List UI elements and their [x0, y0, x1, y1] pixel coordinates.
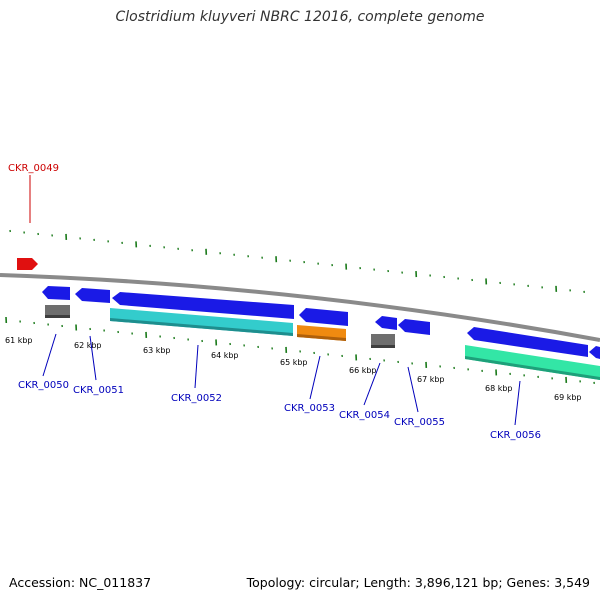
- feature-pseudo-0054[interactable]: [371, 334, 395, 348]
- minus-strand-ticks: [5, 316, 595, 384]
- leader-0054: [363, 362, 381, 406]
- leader-0051: [89, 335, 97, 381]
- genome-summary: Topology: circular; Length: 3,896,121 bp…: [246, 575, 590, 590]
- scale-label-61: 61 kbp: [5, 336, 33, 345]
- gene-label-0049[interactable]: CKR_0049: [8, 163, 59, 174]
- feature-pseudo-0050[interactable]: [45, 305, 70, 318]
- feature-minus-0055[interactable]: [398, 319, 430, 335]
- scale-label-67: 67 kbp: [417, 375, 445, 384]
- gene-label-0055[interactable]: CKR_0055: [394, 417, 445, 428]
- leader-0052: [194, 344, 199, 389]
- scale-label-62: 62 kbp: [74, 341, 102, 350]
- scale-label-64: 64 kbp: [211, 351, 239, 360]
- feature-rna-0052[interactable]: [110, 308, 293, 336]
- feature-minus-0053a[interactable]: [299, 308, 348, 326]
- leader-0056: [514, 380, 521, 426]
- feature-minus-0056a[interactable]: [467, 327, 588, 357]
- gene-label-0053[interactable]: CKR_0053: [284, 403, 335, 414]
- plus-strand-ticks: [9, 229, 585, 293]
- map-title: Clostridium kluyveri NBRC 12016, complet…: [115, 9, 485, 25]
- gene-label-0054[interactable]: CKR_0054: [339, 410, 390, 421]
- feature-minus-0050[interactable]: [42, 286, 70, 300]
- feature-plus-0049[interactable]: [17, 258, 38, 270]
- scale-label-66: 66 kbp: [349, 366, 377, 375]
- gene-label-0056[interactable]: CKR_0056: [490, 430, 541, 441]
- feature-minus-0054a[interactable]: [375, 316, 397, 330]
- gene-label-0051[interactable]: CKR_0051: [73, 385, 124, 396]
- feature-minus-0056b[interactable]: [589, 346, 600, 359]
- gene-label-0052[interactable]: CKR_0052: [171, 393, 222, 404]
- accession-text: Accession: NC_011837: [9, 575, 152, 590]
- scale-label-63: 63 kbp: [143, 346, 171, 355]
- gene-label-0050[interactable]: CKR_0050: [18, 380, 69, 391]
- feature-rna-0056[interactable]: [465, 345, 600, 380]
- feature-minus-0051[interactable]: [75, 288, 110, 303]
- leader-0055: [407, 366, 419, 413]
- leader-0050: [42, 333, 57, 377]
- scale-label-69: 69 kbp: [554, 393, 582, 402]
- leader-0053: [309, 355, 321, 400]
- scale-label-68: 68 kbp: [485, 384, 513, 393]
- scale-label-65: 65 kbp: [280, 358, 308, 367]
- genome-backbone: [0, 273, 600, 342]
- feature-minus-0052a[interactable]: [112, 292, 294, 319]
